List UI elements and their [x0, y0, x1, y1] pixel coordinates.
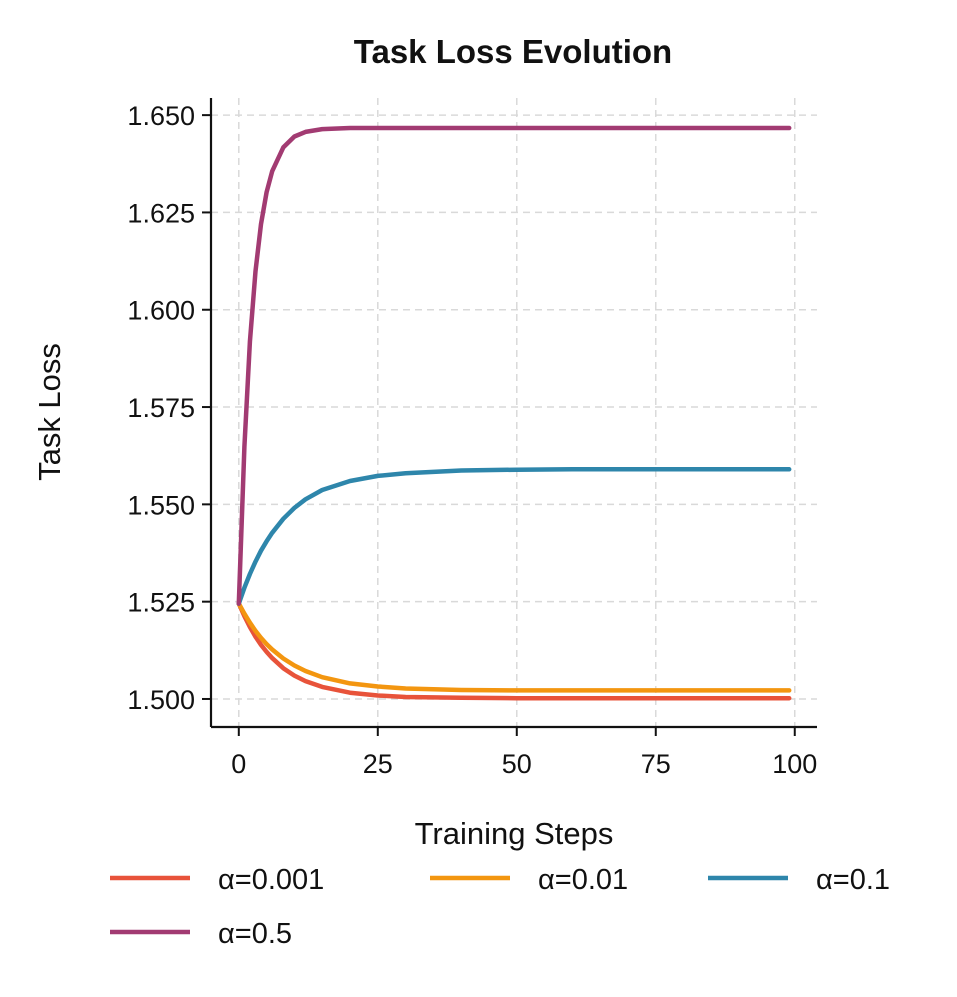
legend-label: α=0.5	[218, 918, 292, 950]
legend-label: α=0.1	[816, 864, 890, 896]
axes: 0 25 50 75 100 1.500 1.525 1.550 1.575 1.600 1.625…	[127, 98, 817, 779]
legend-label: α=0.001	[218, 864, 324, 896]
x-tick-label: 25	[363, 749, 393, 779]
chart-title: Task Loss Evolution	[354, 33, 672, 70]
y-tick-label: 1.600	[127, 296, 195, 326]
y-tick-label: 1.650	[127, 101, 195, 131]
y-tick-label: 1.625	[127, 198, 195, 228]
y-tick-label: 1.500	[127, 685, 195, 715]
y-tick-label: 1.525	[127, 588, 195, 618]
y-axis-label: Task Loss	[32, 343, 67, 481]
series-line	[236, 601, 792, 693]
series-line	[236, 601, 792, 701]
y-tick-label: 1.575	[127, 393, 195, 423]
legend-label: α=0.01	[538, 864, 628, 896]
grid	[211, 98, 817, 727]
x-tick-label: 75	[641, 749, 671, 779]
x-axis-label: Training Steps	[415, 816, 614, 851]
y-tick-label: 1.550	[127, 490, 195, 520]
x-tick-label: 50	[502, 749, 532, 779]
x-tick-label: 0	[231, 749, 246, 779]
series-line	[236, 467, 792, 606]
series-lines	[236, 125, 792, 701]
x-tick-label: 100	[772, 749, 817, 779]
legend: α=0.001 α=0.01 α=0.1 α=0.5	[110, 864, 890, 950]
series-line	[236, 125, 792, 606]
